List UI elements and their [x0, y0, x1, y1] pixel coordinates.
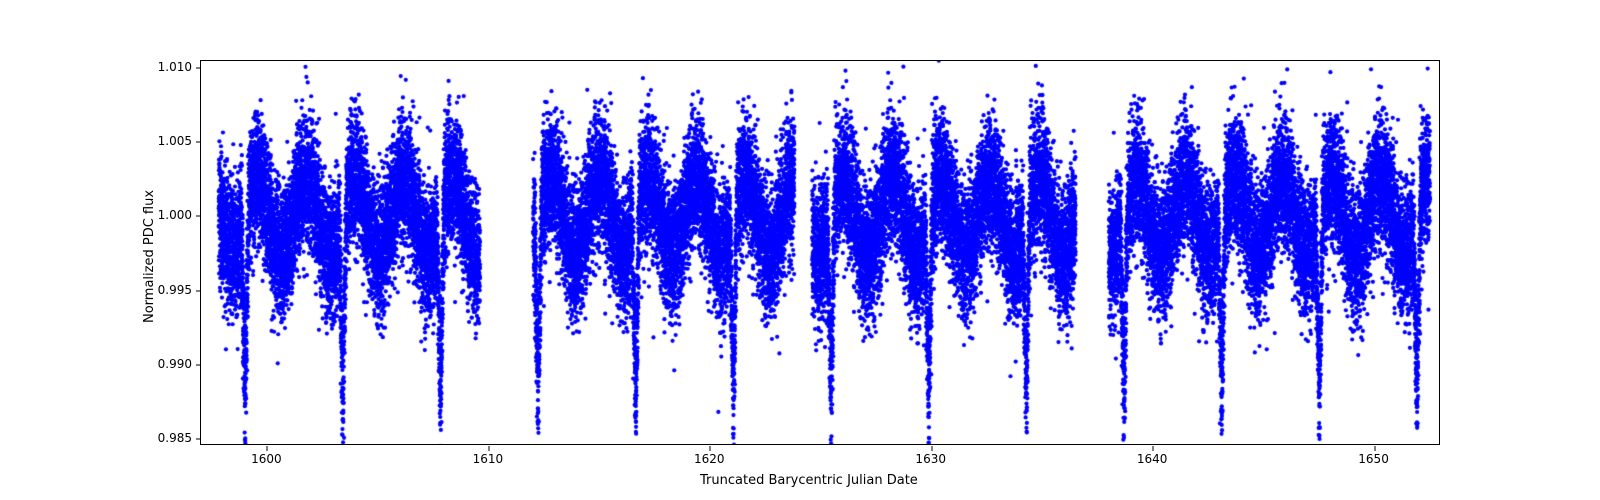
x-tick [1374, 446, 1375, 451]
x-tick [267, 446, 268, 451]
x-tick [1153, 446, 1154, 451]
x-tick [931, 446, 932, 451]
x-tick-label: 1630 [915, 452, 946, 466]
axes [200, 60, 1440, 445]
y-tick-label: 1.010 [158, 60, 192, 74]
x-tick-label: 1650 [1358, 452, 1389, 466]
x-axis-label: Truncated Barycentric Julian Date [700, 473, 918, 488]
y-tick [196, 142, 201, 143]
y-tick-label: 0.985 [158, 431, 192, 445]
y-tick-label: 1.005 [158, 134, 192, 148]
y-tick [196, 290, 201, 291]
x-tick [488, 446, 489, 451]
y-tick [196, 364, 201, 365]
x-tick-label: 1620 [694, 452, 725, 466]
x-tick-label: 1640 [1137, 452, 1168, 466]
y-tick [196, 68, 201, 69]
x-tick-label: 1600 [251, 452, 282, 466]
y-axis-label: Normalized PDC flux [142, 189, 157, 322]
scatter-plot [201, 61, 1439, 444]
y-tick-label: 0.990 [158, 357, 192, 371]
x-tick-label: 1610 [473, 452, 504, 466]
figure: Truncated Barycentric Julian Date Normal… [0, 0, 1600, 500]
y-tick [196, 216, 201, 217]
scatter-canvas [201, 61, 1439, 444]
x-tick [710, 446, 711, 451]
y-tick-label: 1.000 [158, 208, 192, 222]
y-tick-label: 0.995 [158, 283, 192, 297]
y-tick [196, 438, 201, 439]
